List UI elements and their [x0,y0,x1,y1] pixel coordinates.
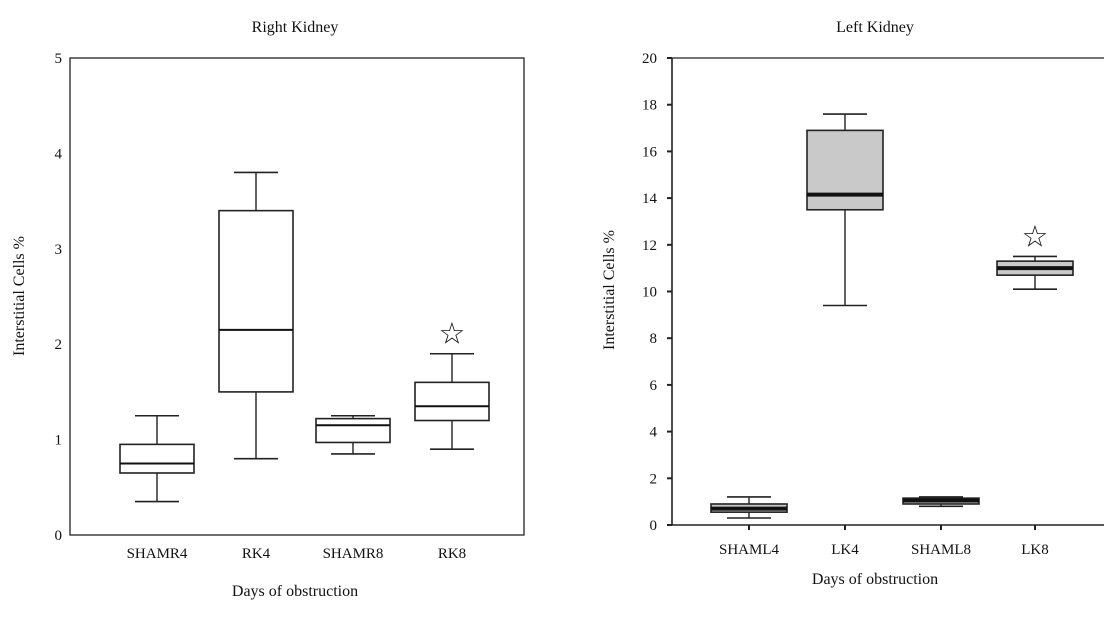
y-tick-label: 0 [650,518,658,534]
iqr-box [119,443,195,474]
y-tick-label: 14 [642,191,658,207]
box-shamr8 [315,414,391,455]
box-rk4 [218,171,294,460]
box-shaml4 [710,496,788,519]
significance-star-icon: ☆ [1022,219,1049,254]
y-tick-label: 2 [650,471,658,487]
y-tick-label: 5 [55,51,63,67]
y-axis-label: Interstitial Cells % [11,236,28,356]
significance-star-icon: ☆ [439,317,466,352]
x-tick-label: SHAML8 [911,542,971,558]
chart-title: Left Kidney [836,19,914,36]
box-rk8: ☆ [414,317,490,450]
y-tick-label: 1 [55,433,63,449]
iqr-box [315,417,391,444]
x-tick-label: LK4 [831,542,859,558]
x-axis-label: Days of obstruction [232,583,358,600]
chart-panel-1: Right Kidney Days of obstruction Interstit… [11,19,525,600]
y-tick-label: 8 [650,331,658,347]
y-tick-label: 0 [55,528,63,544]
box-lk8: ☆ [996,219,1074,290]
x-tick-label: SHAMR4 [127,546,188,562]
y-tick-label: 3 [55,242,63,258]
x-tick-label: LK8 [1021,542,1049,558]
plot-frame [69,57,525,536]
chart-panel-2: Left Kidney Days of obstruction Interstiti… [601,19,1104,588]
y-tick-label: 18 [642,98,657,114]
box-shamr4 [119,414,195,503]
y-axis-label: Interstitial Cells % [601,230,618,350]
y-tick-label: 4 [55,146,63,162]
y-tick-label: 12 [642,238,657,254]
y-tick-label: 4 [650,425,658,441]
box-shaml8 [902,496,980,508]
iqr-box [218,209,294,393]
box-lk4 [806,113,884,307]
iqr-box [806,129,884,211]
x-axis-label: Days of obstruction [812,571,938,588]
chart-title: Right Kidney [252,19,339,36]
y-tick-label: 2 [55,337,63,353]
y-tick-label: 10 [642,285,657,301]
iqr-box [414,381,490,422]
x-tick-label: RK4 [242,546,271,562]
x-tick-label: SHAML4 [719,542,780,558]
y-tick-label: 16 [642,144,658,160]
x-tick-label: SHAMR8 [323,546,384,562]
y-tick-label: 6 [650,378,658,394]
x-tick-label: RK8 [438,546,466,562]
y-tick-label: 20 [642,51,657,67]
